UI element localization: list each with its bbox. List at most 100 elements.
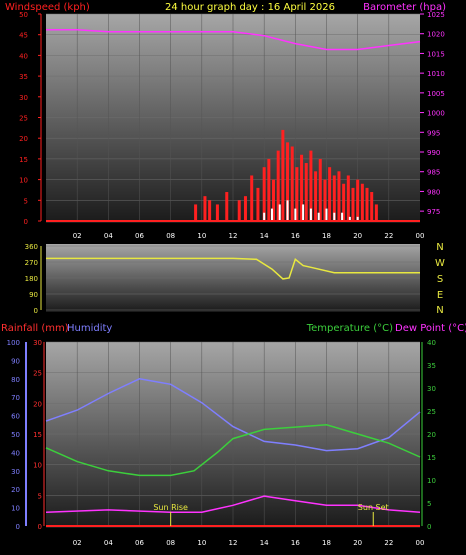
windspeed-bar [351,187,355,221]
hour-tick-label: 08 [166,539,175,547]
windspeed-bar [309,150,313,221]
windspeed-bar [215,204,219,221]
humidity-tick-label: 100 [7,339,20,347]
rainfall-tick-label: 30 [33,339,42,347]
barometer-tick-label: 985 [427,169,440,177]
hour-tick-label: 00 [416,232,425,240]
windspeed-bar [262,167,266,221]
windspeed-tick-label: 50 [19,11,28,19]
hour-tick-label: 22 [384,539,393,547]
windspeed-header: Windspeed (kph) [5,2,90,13]
humidity-tick-label: 80 [11,376,20,384]
direction-tick-label: 90 [29,291,38,299]
barometer-tick-label: 975 [427,208,440,216]
gust-bar [341,212,344,221]
gust-bar [309,208,312,221]
windspeed-bar [365,187,369,221]
rainfall-tick-label: 5 [38,492,42,500]
barometer-tick-label: 1005 [427,90,445,98]
humidity-tick-label: 30 [11,468,20,476]
windspeed-bar [272,179,276,221]
compass-w: W [435,258,445,269]
sunset-label: Sun Set [358,503,389,512]
windspeed-tick-label: 45 [19,32,28,40]
windspeed-bar [314,171,318,221]
barometer-line [46,29,421,51]
direction-tick-label: 270 [25,259,38,267]
windspeed-bar [208,200,212,221]
humidity-tick-label: 20 [11,486,20,494]
windspeed-bar [318,158,322,221]
compass-e: E [437,290,443,301]
hour-tick-label: 02 [73,539,82,547]
direction-tick-label: 360 [25,243,38,251]
compass-n-top: N [436,242,443,253]
windspeed-tick-label: 25 [19,115,28,123]
hour-tick-label: 14 [260,232,269,240]
rainfall-tick-label: 25 [33,370,42,378]
temperature-tick-label: 10 [427,477,436,485]
windspeed-series [194,129,378,221]
temperature-tick-label: 25 [427,408,436,416]
hour-tick-label: 18 [322,232,331,240]
wind-direction-line [46,257,420,280]
direction-tick-label: 180 [25,275,38,283]
gust-series [263,200,359,221]
windspeed-bar [267,158,271,221]
gust-bar [263,212,266,221]
gust-bar [348,216,351,221]
temperature-tick-label: 35 [427,362,436,370]
windspeed-bar [256,187,260,221]
rainfall-axis: 0 5 10 15 20 25 30 [33,339,45,531]
sun-markers: Sun Rise Sun Set [153,503,389,526]
hour-tick-label: 06 [135,539,144,547]
windspeed-tick-label: 0 [24,218,28,226]
barometer-tick-label: 995 [427,129,440,137]
hour-tick-label: 18 [322,539,331,547]
windspeed-bar [356,179,360,221]
hour-tick-label: 04 [104,232,113,240]
windspeed-bar [374,204,378,221]
windspeed-tick-label: 20 [19,135,28,143]
direction-tick-label: 0 [34,307,38,315]
windspeed-bar [290,146,294,221]
gust-bar [333,212,336,221]
windspeed-bar [342,183,346,221]
gust-bar [270,208,273,221]
hour-tick-label: 20 [353,232,362,240]
humidity-tick-label: 10 [11,505,20,513]
rainfall-tick-label: 0 [38,523,42,531]
humidity-line [45,378,421,452]
windspeed-bar [276,150,280,221]
windspeed-tick-label: 10 [19,177,28,185]
humidity-tick-label: 70 [11,394,20,402]
temperature-line [45,424,421,477]
windspeed-bar [328,167,332,221]
hour-tick-label: 10 [197,232,206,240]
barometer-header: Barometer (hpa) [363,2,446,13]
gust-bar [302,204,305,221]
windspeed-bar [300,154,304,221]
rainfall-tick-label: 15 [33,431,42,439]
temperature-tick-label: 40 [427,339,436,347]
humidity-tick-label: 40 [11,449,20,457]
hour-tick-label: 16 [291,232,300,240]
sunrise-label: Sun Rise [153,503,188,512]
panel1-hour-ticks: 02 04 06 08 10 12 14 16 18 20 22 00 [73,232,425,240]
windspeed-bar [281,129,285,221]
gust-bar [356,216,359,221]
barometer-tick-label: 990 [427,149,440,157]
hour-tick-label: 12 [229,232,238,240]
barometer-axis: 975 980 985 990 995 1000 1005 1010 1015 1020 1025 [420,11,445,216]
hour-tick-label: 14 [260,539,269,547]
humidity-axis: 0 10 20 30 40 50 60 70 80 90 100 [7,339,27,531]
windspeed-tick-label: 30 [19,94,28,102]
windspeed-bar [295,167,299,221]
dewpoint-line [45,495,421,513]
dewpoint-label: Dew Point (°C) [395,323,466,334]
humidity-tick-label: 60 [11,413,20,421]
windspeed-axis: 0 5 10 15 20 25 30 35 40 45 50 [19,11,42,226]
temperature-tick-label: 20 [427,431,436,439]
windspeed-bar [370,192,374,221]
